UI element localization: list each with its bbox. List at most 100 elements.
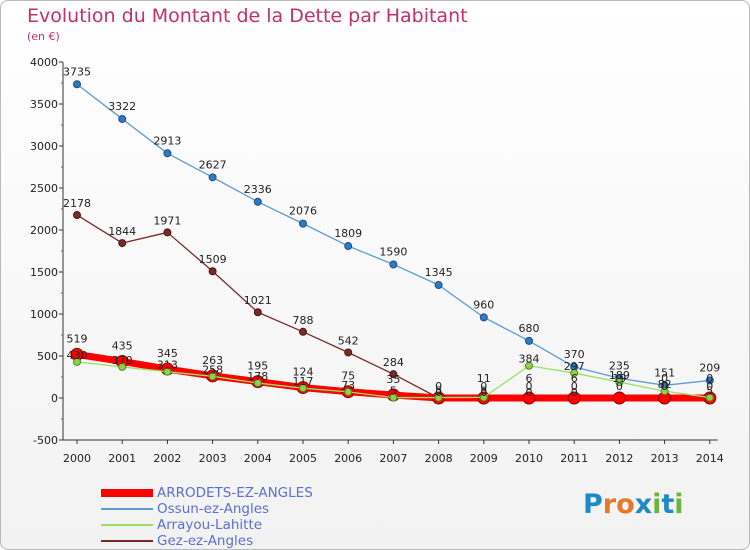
data-point-ossun [389, 260, 398, 269]
data-label-arrayou: 73 [341, 379, 355, 392]
data-point-ossun [705, 376, 714, 385]
x-tick-label: 2001 [108, 452, 136, 465]
data-label-arrayou: 430 [67, 349, 88, 362]
data-label-gez: 0 [526, 380, 533, 393]
legend-item-gez: Gez-ez-Angles [101, 533, 313, 549]
data-label-extra: 0 [571, 386, 578, 399]
data-label-arrayou: 117 [293, 375, 314, 388]
data-point-gez [299, 327, 307, 336]
logo-letter: x [634, 489, 653, 520]
data-point-arrayou [344, 387, 353, 396]
proxiti-logo: Proxiti [583, 489, 684, 520]
data-label-arrayou: 297 [564, 360, 585, 373]
data-label-extra: 6 [571, 372, 578, 385]
data-label-gez: 0 [571, 380, 578, 393]
data-point-ossun [253, 197, 262, 206]
x-tick-label: 2004 [244, 452, 272, 465]
data-label-gez: 1971 [153, 214, 181, 227]
data-label-gez: 2178 [63, 197, 91, 210]
y-tick-label: 1000 [30, 308, 58, 321]
legend-item-arrayou: Arrayou-Lahitte [101, 517, 313, 533]
data-label-extra: 0 [480, 386, 487, 399]
data-label-ossun: 1345 [425, 266, 453, 279]
data-label-extra: 0 [435, 386, 442, 399]
data-label-arrodets: 435 [112, 339, 133, 352]
x-tick-label: 2011 [560, 452, 588, 465]
data-label-arrayou: 5 [706, 385, 713, 398]
legend-label-ossun: Ossun-ez-Angles [157, 501, 270, 517]
data-label-extra: 11 [477, 372, 491, 385]
x-tick-label: 2012 [605, 452, 633, 465]
logo-letter: P [583, 489, 603, 520]
legend-label-gez: Gez-ez-Angles [157, 533, 254, 549]
data-label-extra: 0 [661, 372, 668, 385]
logo-letter: i [674, 489, 684, 520]
legend-label-arrodets: ARRODETS-EZ-ANGLES [157, 485, 313, 501]
data-point-gez [163, 228, 172, 237]
data-point-arrayou [570, 369, 579, 378]
data-point-ossun [344, 242, 353, 251]
x-tick-label: 2013 [651, 452, 679, 465]
legend-swatch-gez [101, 540, 153, 542]
series-line-ossun [76, 83, 710, 386]
data-label-gez: 1509 [199, 253, 227, 266]
x-tick-label: 2008 [425, 452, 453, 465]
data-label-ossun: 960 [473, 298, 494, 311]
data-point-ossun [299, 219, 307, 228]
logo-letter: t [661, 489, 675, 520]
data-label-arrayou: 82 [658, 378, 672, 391]
data-point-ossun [118, 114, 127, 123]
data-label-gez: 284 [383, 356, 404, 369]
data-point-arrayou [705, 393, 714, 402]
data-point-arrayou [479, 393, 488, 402]
legend-label-arrayou: Arrayou-Lahitte [157, 517, 263, 533]
data-point-arrayou [73, 357, 81, 366]
data-label-arrodets: 345 [157, 347, 178, 360]
data-point-ossun [73, 80, 81, 89]
data-point-arrayou [434, 393, 443, 402]
data-point-ossun [479, 313, 488, 322]
data-label-arrayou: 313 [157, 359, 178, 372]
y-tick-label: 2000 [30, 224, 58, 237]
data-point-arrayou [660, 387, 669, 396]
data-point-gez [208, 267, 217, 276]
data-label-arrodets: 195 [247, 360, 268, 373]
data-label-ossun: 370 [564, 348, 585, 361]
data-label-gez: 0 [706, 380, 713, 393]
data-point-gez [253, 308, 262, 317]
data-label-ossun: 3735 [63, 65, 91, 78]
data-point-gez [118, 239, 127, 248]
data-label-arrodets: 35 [386, 373, 400, 386]
data-label-arrayou: 189 [609, 369, 630, 382]
data-point-arrayou [208, 372, 217, 381]
data-point-ossun [434, 281, 443, 290]
y-tick-label: 1500 [30, 266, 58, 279]
data-point-ossun [163, 149, 172, 158]
logo-letter: r [602, 489, 617, 520]
data-point-arrayou [299, 384, 307, 393]
y-tick-label: 3500 [30, 98, 58, 111]
legend-swatch-arrayou [101, 524, 153, 526]
data-label-extra: 19 [612, 372, 626, 385]
y-tick-label: 2500 [30, 182, 58, 195]
x-tick-label: 2009 [470, 452, 498, 465]
y-tick-label: 0 [51, 392, 58, 405]
data-label-arrayou: 384 [519, 353, 540, 366]
data-label-ossun: 1590 [379, 245, 407, 258]
legend-item-arrodets: ARRODETS-EZ-ANGLES [101, 485, 313, 501]
data-label-arrodets: 124 [293, 366, 314, 379]
data-label-ossun: 209 [699, 361, 720, 374]
x-tick-label: 2003 [199, 452, 227, 465]
chart-legend: ARRODETS-EZ-ANGLES Ossun-ez-Angles Array… [101, 485, 313, 549]
data-label-arrayou: 370 [112, 354, 133, 367]
logo-letter: o [616, 489, 635, 520]
y-tick-label: 500 [37, 350, 58, 363]
data-label-extra: 6 [526, 372, 533, 385]
data-label-ossun: 151 [654, 366, 675, 379]
x-tick-label: 2007 [379, 452, 407, 465]
data-label-ossun: 680 [519, 322, 540, 335]
data-point-gez [73, 211, 81, 220]
data-label-gez: 0 [616, 380, 623, 393]
data-label-arrayou: 5 [390, 385, 397, 398]
